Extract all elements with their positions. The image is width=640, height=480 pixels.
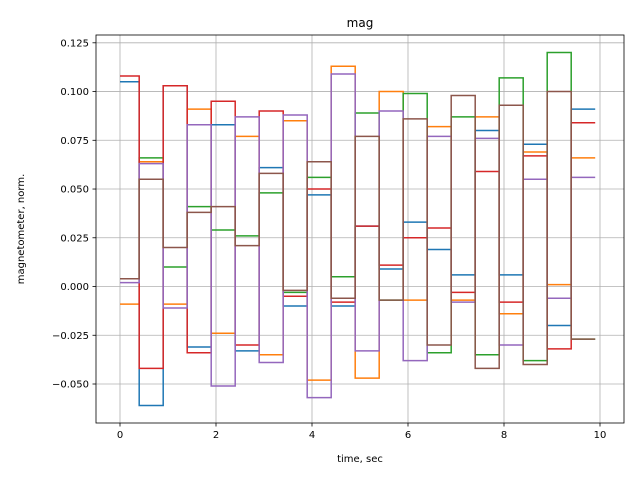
y-tick-label: 0.025 — [60, 233, 89, 244]
y-tick-label: 0.000 — [60, 282, 89, 293]
x-tick-label: 6 — [405, 430, 411, 441]
chart-title: mag — [347, 16, 374, 30]
x-tick-label: 2 — [213, 430, 219, 441]
x-tick-label: 0 — [117, 430, 123, 441]
plot-area — [120, 51, 596, 407]
y-axis-label: magnetometer, norm. — [16, 174, 27, 285]
y-tick-label: 0.075 — [60, 136, 89, 147]
y-tick-label: 0.050 — [60, 185, 89, 196]
axis-ticks: 0 2 4 6 8 10 −0.050 −0.025 0.000 0.025 0.050 0.075 0… — [52, 38, 606, 441]
series-line-6 — [120, 90, 596, 370]
y-tick-label: −0.025 — [52, 331, 89, 342]
y-tick-label: −0.050 — [52, 380, 89, 391]
y-tick-label: 0.125 — [60, 38, 89, 49]
grid — [96, 35, 624, 423]
x-tick-label: 10 — [594, 430, 607, 441]
x-axis-label: time, sec — [337, 454, 383, 465]
x-tick-label: 4 — [309, 430, 315, 441]
y-tick-label: 0.100 — [60, 87, 89, 98]
plot-frame — [95, 34, 625, 424]
x-tick-label: 8 — [501, 430, 507, 441]
